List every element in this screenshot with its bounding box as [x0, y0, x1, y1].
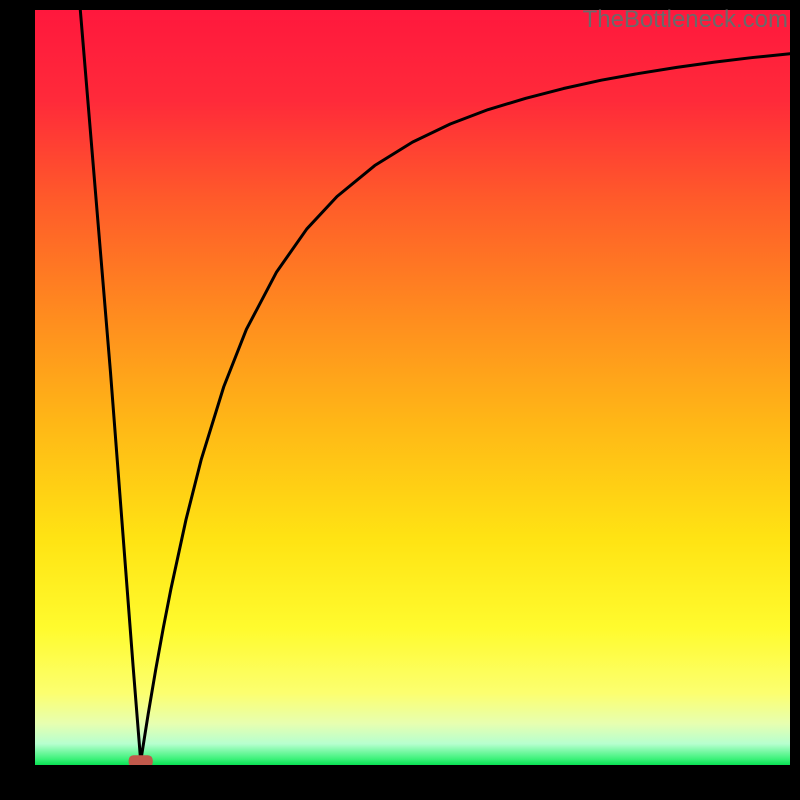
bottleneck-chart: [0, 0, 800, 800]
chart-container: TheBottleneck.com: [0, 0, 800, 800]
watermark-text: TheBottleneck.com: [583, 6, 788, 34]
plot-background: [35, 10, 790, 765]
